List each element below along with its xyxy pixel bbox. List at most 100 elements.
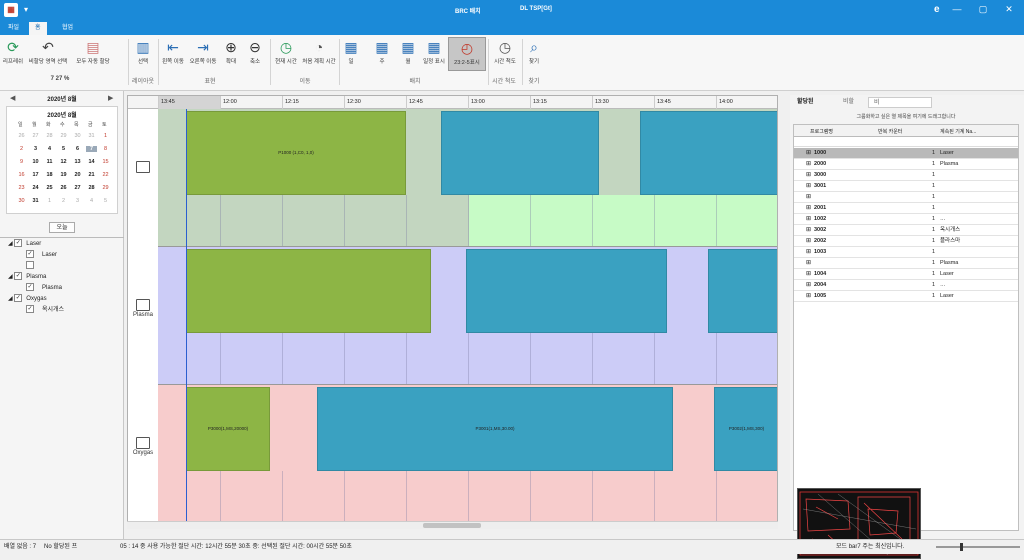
today-button[interactable]: 오늘 bbox=[49, 222, 75, 233]
refresh-button[interactable]: ⟳ 리프레쉬 bbox=[2, 39, 24, 65]
job-bar[interactable] bbox=[466, 249, 667, 333]
expand-row-icon[interactable]: ⊞ bbox=[806, 260, 812, 266]
calendar-day[interactable]: 25 bbox=[46, 185, 53, 191]
col-program-name[interactable]: 프로그램명 bbox=[810, 129, 834, 135]
calendar-day[interactable]: 4 bbox=[47, 146, 52, 152]
select-button[interactable]: ▥ 선택 bbox=[131, 39, 155, 65]
tree-checkbox[interactable] bbox=[26, 261, 34, 270]
quick-access-menu[interactable]: ▾ bbox=[24, 5, 29, 14]
user-icon[interactable]: e bbox=[934, 4, 940, 15]
day-view-button[interactable]: ▦ 일 bbox=[342, 39, 360, 65]
expand-icon[interactable]: ◢ bbox=[8, 296, 15, 302]
machine-lane[interactable]: P3000(1,MS,20000) P3001(1,MS,30.00) P3002(… bbox=[158, 385, 777, 523]
calendar-day[interactable]: 1 bbox=[47, 198, 52, 204]
calendar-day[interactable]: 30 bbox=[74, 133, 81, 139]
table-row[interactable]: ⊞ 2001 1 bbox=[794, 203, 1018, 214]
table-row[interactable]: ⊞ 1 bbox=[794, 192, 1018, 203]
move-right-button[interactable]: ⇥ 오른쪽 이동 bbox=[189, 39, 217, 65]
expand-icon[interactable]: ◢ bbox=[8, 274, 15, 280]
calendar-day[interactable]: 31 bbox=[32, 198, 39, 204]
calendar-day[interactable]: 27 bbox=[74, 185, 81, 191]
calendar-day[interactable]: 2 bbox=[61, 198, 66, 204]
zoom-out-button[interactable]: ⊖ 축소 bbox=[244, 39, 266, 65]
tree-item[interactable]: ✓ Laser bbox=[26, 250, 57, 261]
table-row[interactable]: ⊞ 2000 1 Plasma bbox=[794, 159, 1018, 170]
calendar-day[interactable]: 20 bbox=[74, 172, 81, 178]
calendar-day[interactable]: 28 bbox=[46, 133, 53, 139]
tree-checkbox[interactable]: ✓ bbox=[14, 272, 23, 281]
expand-row-icon[interactable]: ⊞ bbox=[806, 161, 812, 167]
job-bar[interactable]: P3001(1,MS,30.00) bbox=[317, 387, 673, 471]
job-bar[interactable]: P1000 (1,C0, 1,0) bbox=[186, 111, 406, 195]
table-row[interactable]: ⊞ 3001 1 bbox=[794, 181, 1018, 192]
show-schedule-button[interactable]: ▦ 일정 표시 bbox=[423, 39, 445, 65]
machine-lane[interactable]: P1000 (1,C0, 1,0) bbox=[158, 109, 777, 247]
expand-row-icon[interactable]: ⊞ bbox=[806, 238, 812, 244]
calendar-day[interactable]: 8 bbox=[103, 146, 108, 152]
tree-item[interactable] bbox=[26, 261, 42, 272]
zoom-in-button[interactable]: ⊕ 확대 bbox=[220, 39, 242, 65]
tree-item[interactable]: ◢ ✓ Plasma bbox=[8, 272, 46, 283]
calendar-day[interactable]: 22 bbox=[102, 172, 109, 178]
close-button[interactable]: ✕ bbox=[1005, 4, 1013, 14]
calendar-day[interactable]: 2 bbox=[19, 146, 24, 152]
job-bar[interactable] bbox=[708, 249, 777, 333]
expand-row-icon[interactable]: ⊞ bbox=[806, 183, 812, 189]
tab-unassigned[interactable]: 비할 bbox=[843, 99, 855, 105]
job-bar[interactable]: P3002(1,MS,300) bbox=[714, 387, 777, 471]
table-row[interactable]: ⊞ 1 Plasma bbox=[794, 258, 1018, 269]
calendar-day[interactable]: 18 bbox=[46, 172, 53, 178]
scroll-thumb[interactable] bbox=[423, 523, 481, 528]
job-bar[interactable] bbox=[640, 111, 777, 195]
calendar-day[interactable]: 23 bbox=[18, 185, 25, 191]
calendar-day[interactable]: 26 bbox=[60, 185, 67, 191]
gantt-hscrollbar[interactable] bbox=[127, 521, 778, 529]
current-time-button[interactable]: ◷ 현재 시간 bbox=[275, 39, 297, 65]
calendar-day[interactable]: 5 bbox=[61, 146, 66, 152]
tree-item[interactable]: ◢ ✓ Oxygas bbox=[8, 294, 47, 305]
prev-month-icon[interactable]: ◀ bbox=[10, 95, 16, 102]
table-row[interactable]: ⊞ 2002 1 플라스마 bbox=[794, 236, 1018, 247]
expand-row-icon[interactable]: ⊞ bbox=[806, 282, 812, 288]
calendar-day[interactable]: 1 bbox=[103, 133, 108, 139]
table-row[interactable]: ⊞ 2004 1… bbox=[794, 280, 1018, 291]
tree-checkbox[interactable]: ✓ bbox=[26, 250, 34, 259]
calendar-day[interactable]: 16 bbox=[18, 172, 25, 178]
unassigned-select-button[interactable]: ↶ 비할당 영역 선택 bbox=[28, 39, 68, 65]
calendar-day[interactable]: 9 bbox=[19, 159, 24, 165]
calendar-day[interactable]: 30 bbox=[18, 198, 25, 204]
tree-checkbox[interactable]: ✓ bbox=[26, 283, 34, 292]
tab-file[interactable]: 파일 bbox=[8, 25, 20, 31]
tree-item[interactable]: ✓ Plasma bbox=[26, 283, 62, 294]
calendar-day[interactable]: 4 bbox=[89, 198, 94, 204]
table-row[interactable]: ⊞ 3002 1 옥시개스 bbox=[794, 225, 1018, 236]
calendar-day[interactable]: 24 bbox=[32, 185, 39, 191]
filter-row[interactable] bbox=[794, 137, 1018, 147]
calendar-day[interactable]: 10 bbox=[32, 159, 39, 165]
calendar-day[interactable]: 26 bbox=[18, 133, 25, 139]
calendar-day[interactable]: 12 bbox=[60, 159, 67, 165]
calendar-day[interactable]: 3 bbox=[33, 146, 38, 152]
job-bar[interactable] bbox=[441, 111, 599, 195]
minimize-button[interactable]: — bbox=[952, 4, 962, 14]
move-left-button[interactable]: ⇤ 왼쪽 이동 bbox=[162, 39, 184, 65]
table-row[interactable]: ⊞ 3000 1 bbox=[794, 170, 1018, 181]
maximize-button[interactable]: ▢ bbox=[978, 4, 988, 14]
calendar-day[interactable]: 11 bbox=[46, 159, 53, 165]
calendar-day[interactable]: 3 bbox=[75, 198, 80, 204]
next-month-icon[interactable]: ▶ bbox=[108, 95, 114, 102]
expand-row-icon[interactable]: ⊞ bbox=[806, 150, 812, 156]
expand-row-icon[interactable]: ⊞ bbox=[806, 293, 812, 299]
calendar-day[interactable]: 7 bbox=[86, 146, 97, 152]
tree-checkbox[interactable]: ✓ bbox=[26, 305, 34, 314]
job-bar[interactable]: P3000(1,MS,20000) bbox=[186, 387, 270, 471]
expand-row-icon[interactable]: ⊞ bbox=[806, 227, 812, 233]
col-repeat-count[interactable]: 반복 카운터 bbox=[878, 129, 903, 135]
calendar-day[interactable]: 29 bbox=[60, 133, 67, 139]
table-row[interactable]: ⊞ 1005 1 Laser bbox=[794, 291, 1018, 302]
tab-other[interactable]: 비 bbox=[868, 97, 932, 108]
expand-row-icon[interactable]: ⊞ bbox=[806, 249, 812, 255]
month-view-button[interactable]: ▦ 월 bbox=[398, 39, 418, 65]
tab-collab[interactable]: 협업 bbox=[62, 25, 74, 31]
auto-assign-button[interactable]: ▤ 모두 자동 할당 bbox=[76, 39, 110, 65]
